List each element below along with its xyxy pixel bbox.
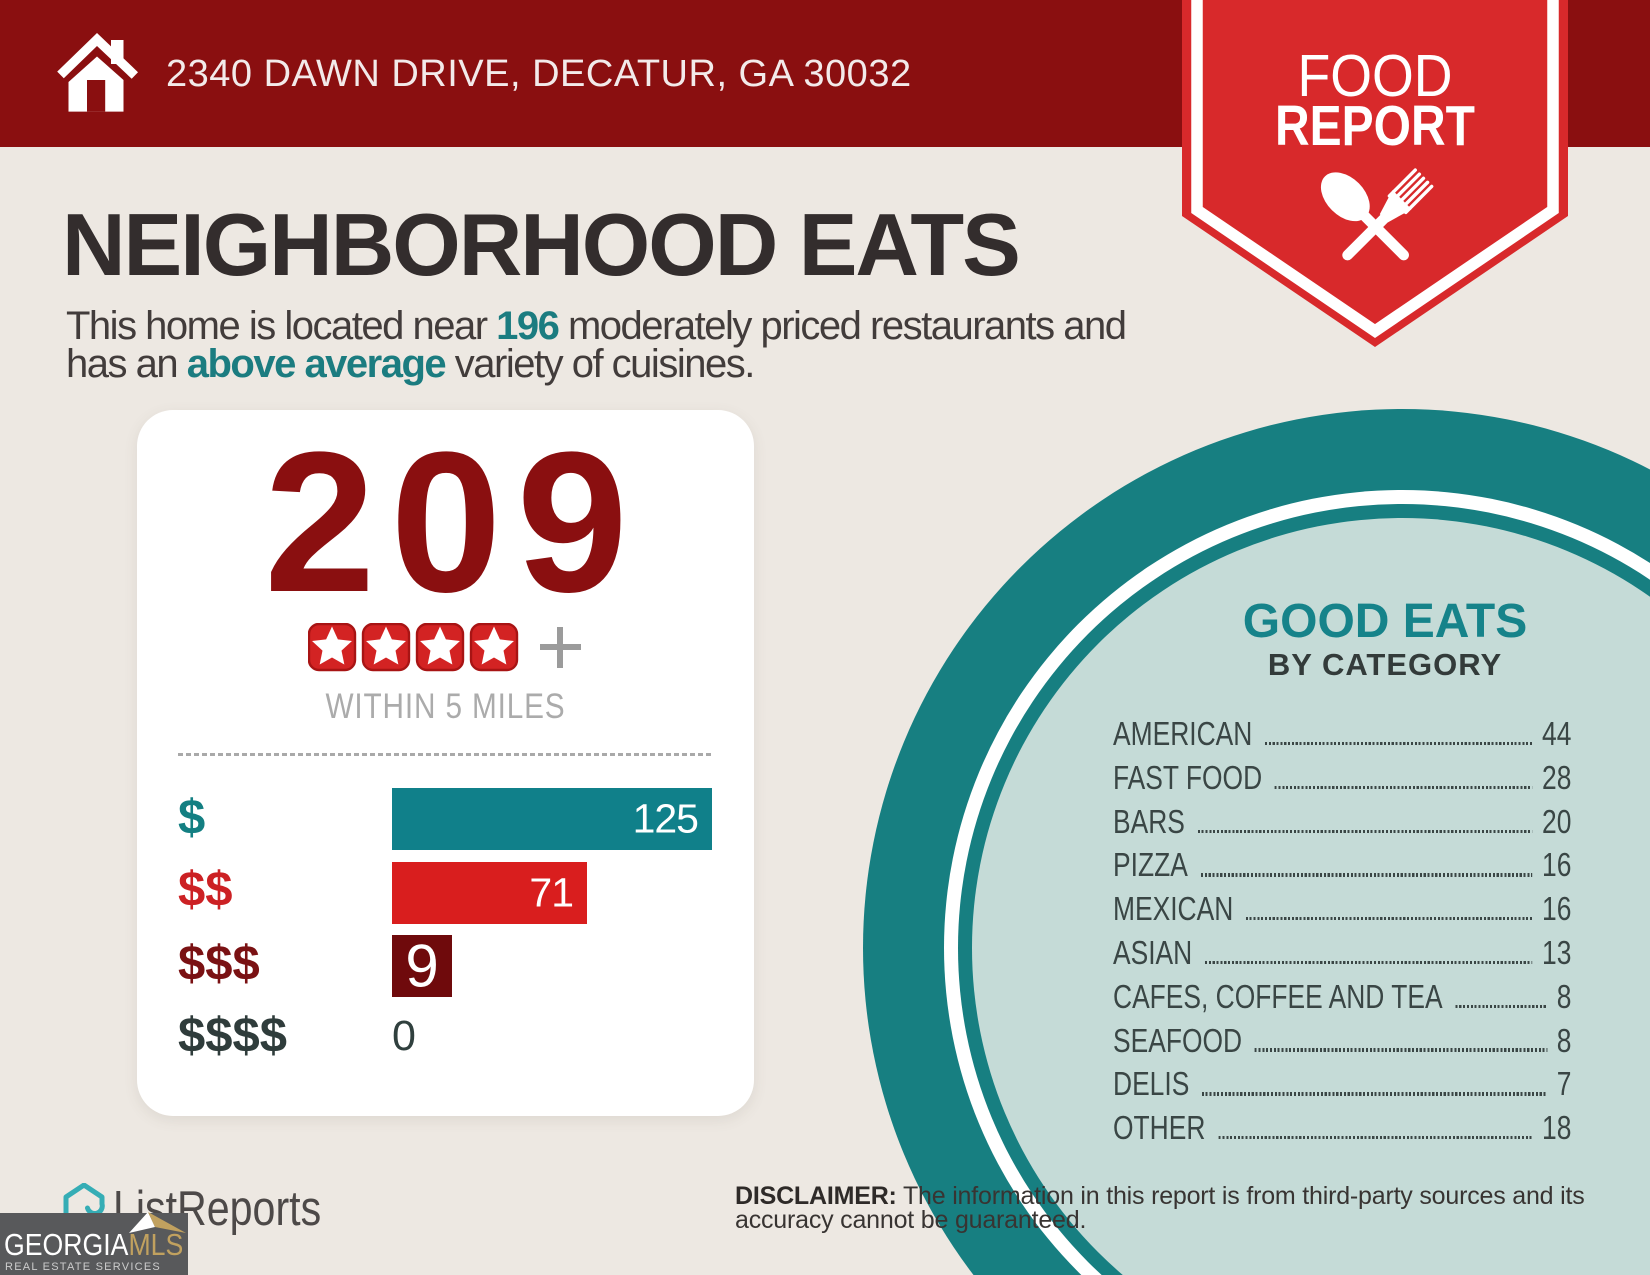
svg-text:FOOD: FOOD <box>1298 43 1453 109</box>
svg-text:REPORT: REPORT <box>1275 94 1475 158</box>
